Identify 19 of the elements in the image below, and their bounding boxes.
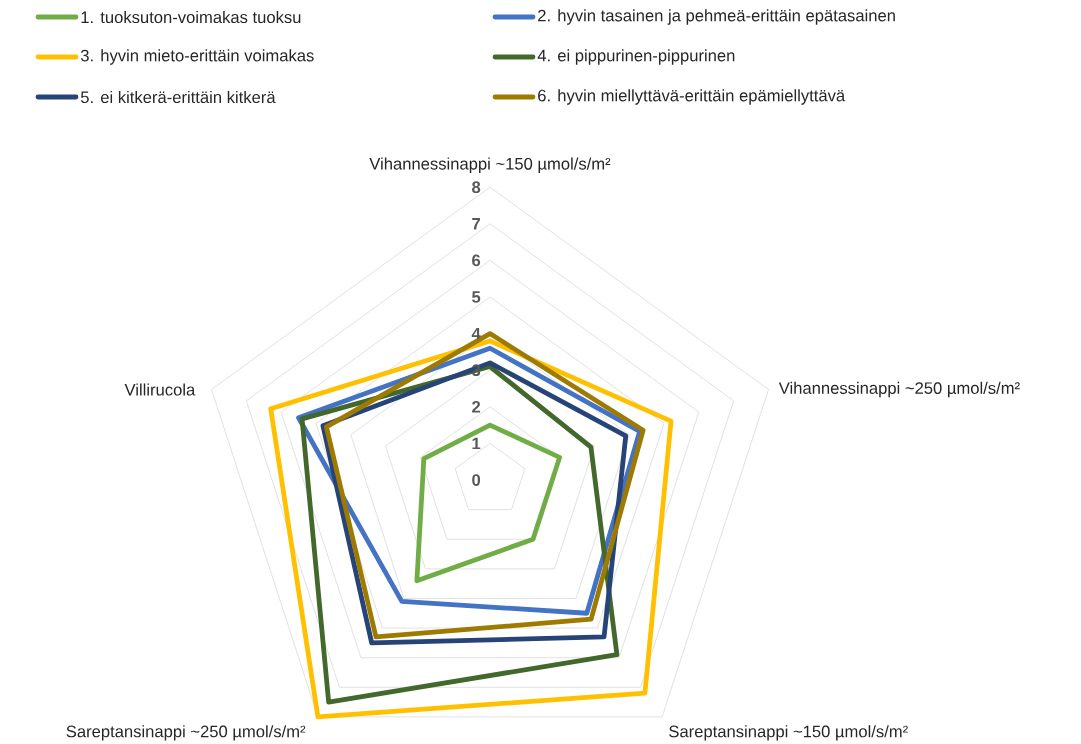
y-tick-label: 0 [472,474,481,486]
legend-label: 2. hyvin tasainen ja pehmeä-erittäin epätasainen [538,9,895,25]
legend-label: 4. ei pippurinen-pippurinen [537,49,735,65]
y-tick-label: 5 [472,291,481,303]
legend-label: 5. ei kitkerä-erittäin kitkerä [80,90,276,104]
y-tick-label: 2 [472,401,481,413]
spoke-label: Sareptansinappi ~250 µmol/s/m² [66,725,306,741]
y-tick-label: 8 [472,181,481,194]
y-tick-label: 4 [471,327,481,340]
legend-label: 6. hyvin miellyttävä-erittäin epämiellyttävä [538,89,846,105]
y-tick-label: 7 [472,218,481,230]
spoke-label: Villirucola [124,383,196,396]
spoke-label: Sareptansinappi ~150 µmol/s/m² [669,725,908,741]
y-tick-label: 1 [472,437,481,450]
legend-label: 3. hyvin mieto-erittäin voimakas [80,49,314,65]
spoke-label: Vihannessinappi ~150 µmol/s/m² [369,157,611,173]
legend-label: 1. tuoksuton-voimakas tuoksu [81,10,301,24]
y-tick-label: 6 [472,254,481,267]
spoke-label: Vihannessinappi ~250 µmol/s/m² [778,381,1020,398]
